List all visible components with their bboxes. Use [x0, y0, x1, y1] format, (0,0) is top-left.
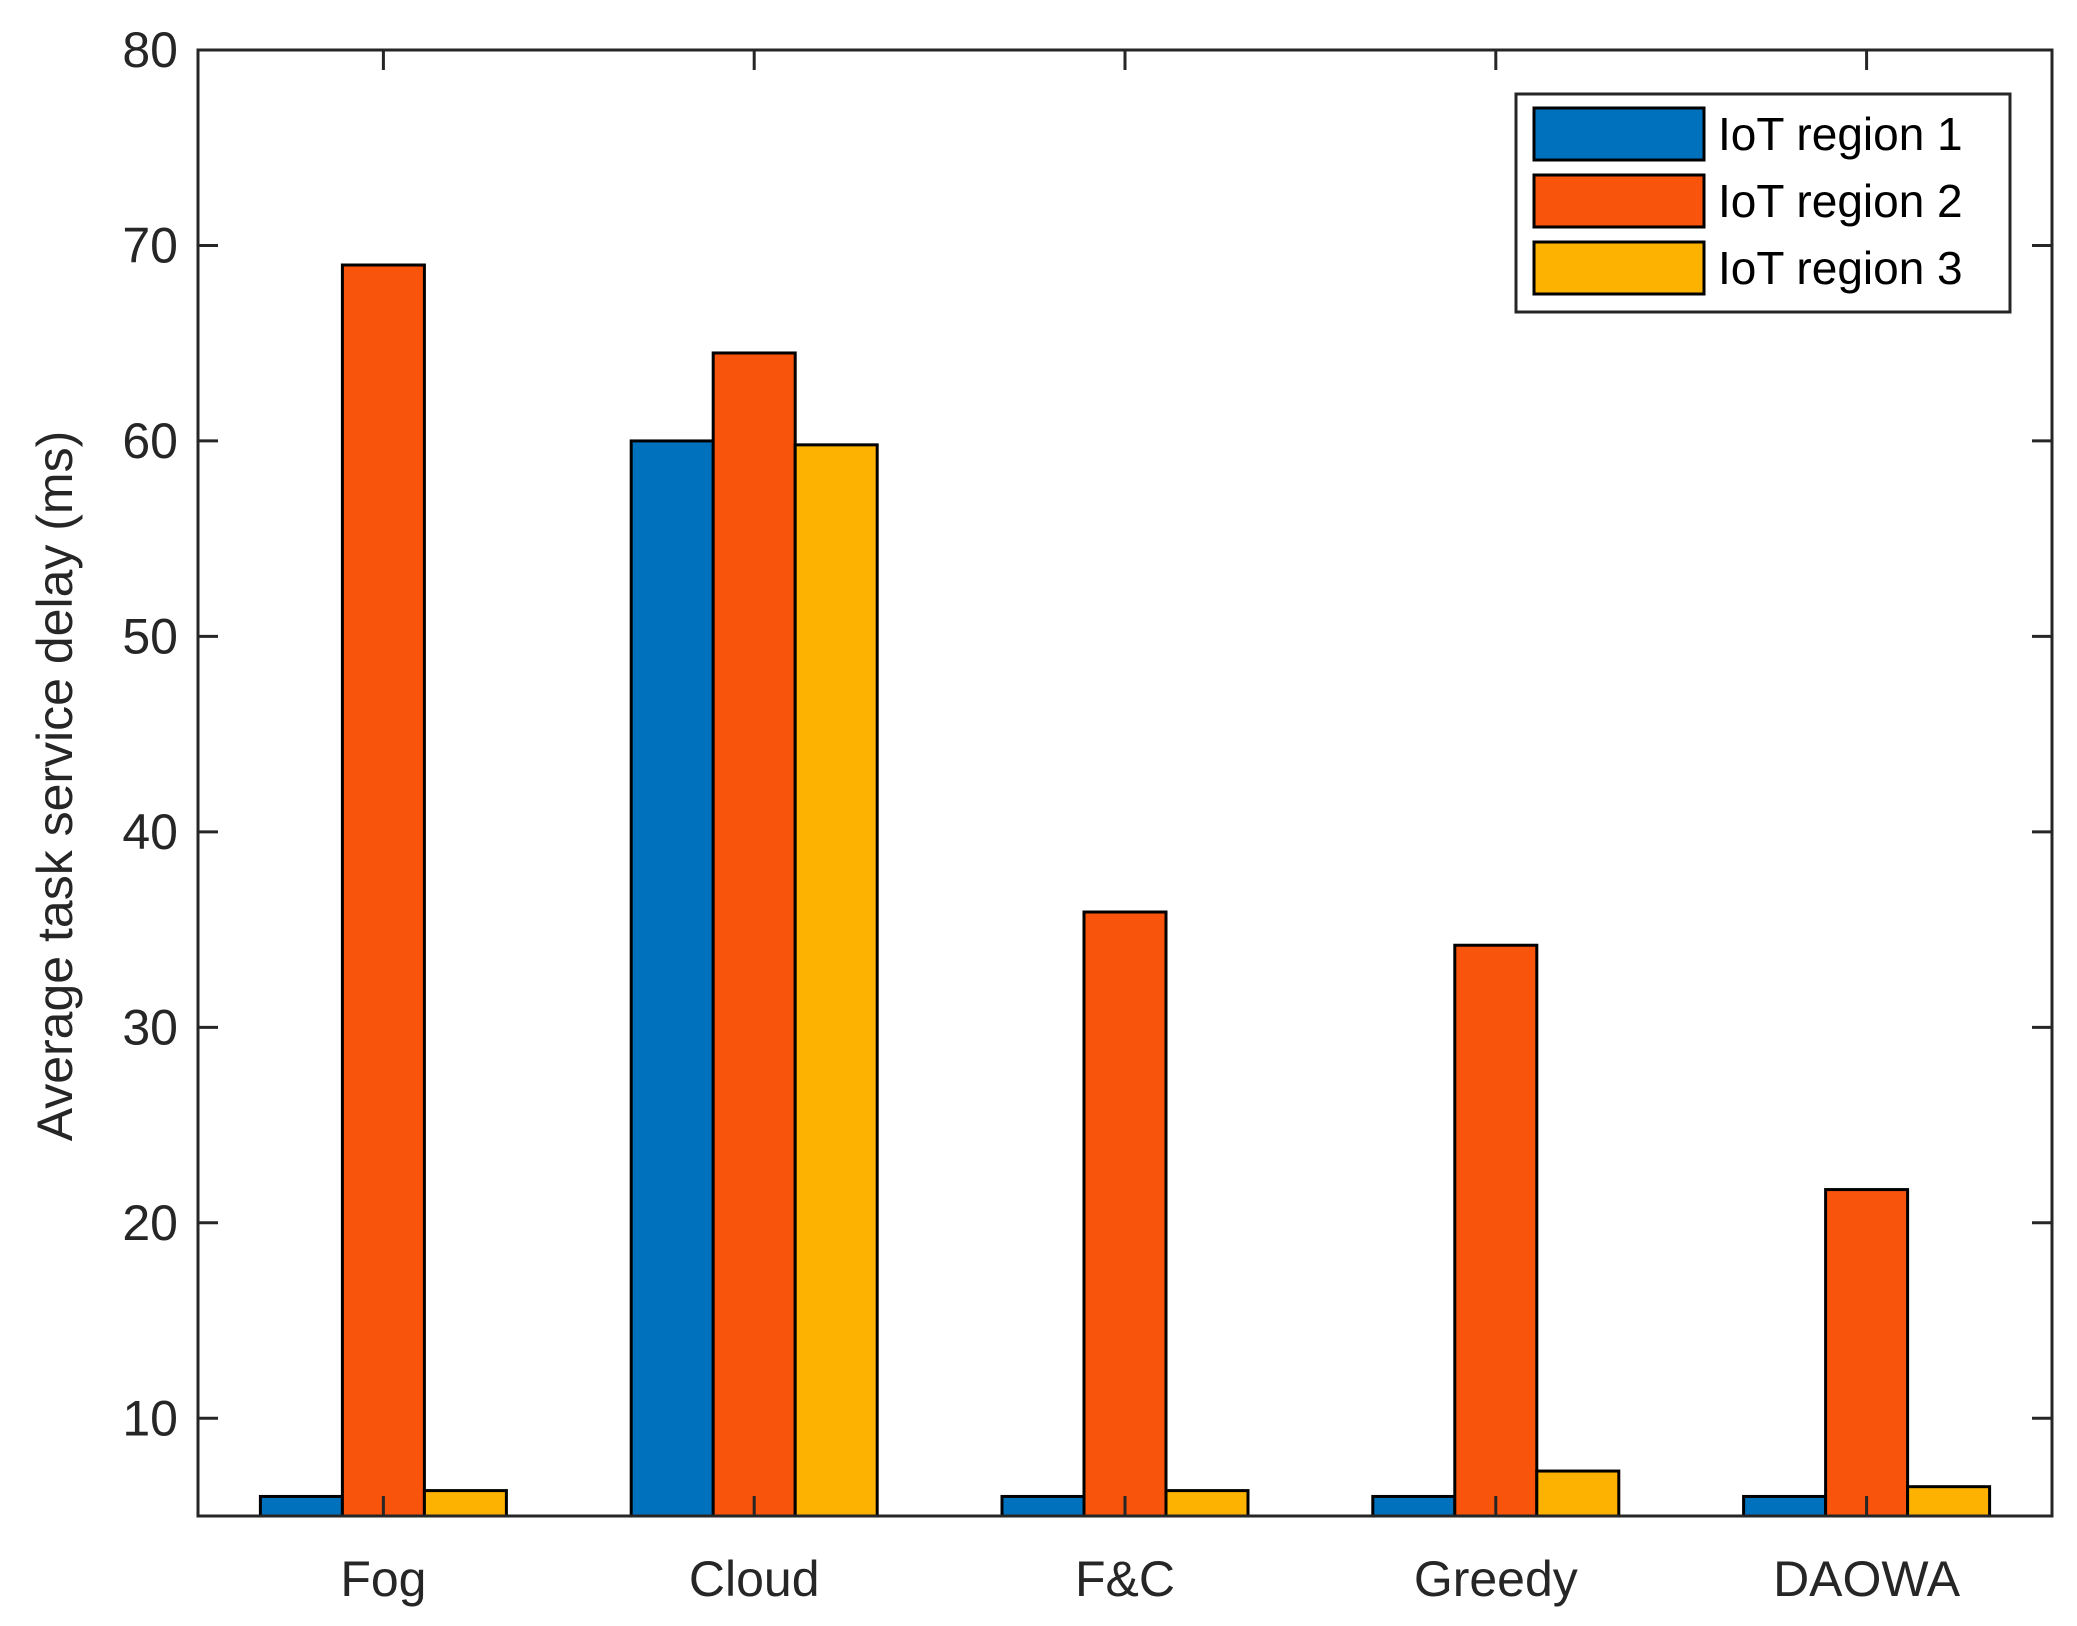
bar-f-c-series-3 — [1164, 1489, 1250, 1518]
bar-daowa-series-3 — [1906, 1485, 1992, 1518]
bar-daowa-series-2 — [1824, 1188, 1910, 1518]
y-tick-label: 40 — [122, 804, 178, 860]
legend-swatch-series-2 — [1532, 173, 1706, 229]
x-tick-label: Greedy — [1414, 1551, 1578, 1607]
bar-fog-series-2 — [340, 263, 426, 1518]
legend-label-series-2: IoT region 2 — [1718, 175, 1963, 227]
x-tick-label: DAOWA — [1773, 1551, 1961, 1607]
bar-fog-series-1 — [258, 1494, 344, 1518]
x-tick-labels: Fog Cloud F&C Greedy DAOWA — [340, 1551, 1960, 1607]
y-tick-label: 60 — [122, 413, 178, 469]
bar-daowa-series-1 — [1742, 1494, 1828, 1518]
y-tick-label: 30 — [122, 999, 178, 1055]
y-axis-title: Average task service delay (ms) — [27, 431, 83, 1141]
bar-f-c-series-2 — [1082, 910, 1168, 1518]
x-tick-label: Fog — [340, 1551, 426, 1607]
x-tick-label: F&C — [1075, 1551, 1175, 1607]
y-tick-labels: 10 20 30 40 50 60 70 80 — [122, 22, 178, 1446]
legend-swatch-series-1 — [1532, 106, 1706, 162]
legend-label-series-3: IoT region 3 — [1718, 242, 1963, 294]
y-tick-label: 70 — [122, 217, 178, 273]
y-tick-label: 80 — [122, 22, 178, 78]
y-tick-label: 50 — [122, 608, 178, 664]
legend-label-series-1: IoT region 1 — [1718, 108, 1963, 160]
y-tick-label: 20 — [122, 1195, 178, 1251]
bar-greedy-series-1 — [1371, 1494, 1457, 1518]
bar-cloud-series-2 — [711, 351, 797, 1518]
bar-f-c-series-1 — [1000, 1494, 1086, 1518]
axes-layer — [196, 48, 2054, 1518]
x-tick-label: Cloud — [689, 1551, 820, 1607]
bar-greedy-series-2 — [1453, 943, 1539, 1518]
legend-swatch-series-3 — [1532, 240, 1706, 296]
y-tick-label: 10 — [122, 1390, 178, 1446]
bars-layer — [258, 263, 1992, 1518]
legend: IoT region 1 IoT region 2 IoT region 3 — [1514, 92, 2012, 314]
bar-cloud-series-3 — [793, 443, 879, 1518]
bar-cloud-series-1 — [629, 439, 715, 1518]
bar-greedy-series-3 — [1535, 1469, 1621, 1518]
bar-fog-series-3 — [422, 1489, 508, 1518]
